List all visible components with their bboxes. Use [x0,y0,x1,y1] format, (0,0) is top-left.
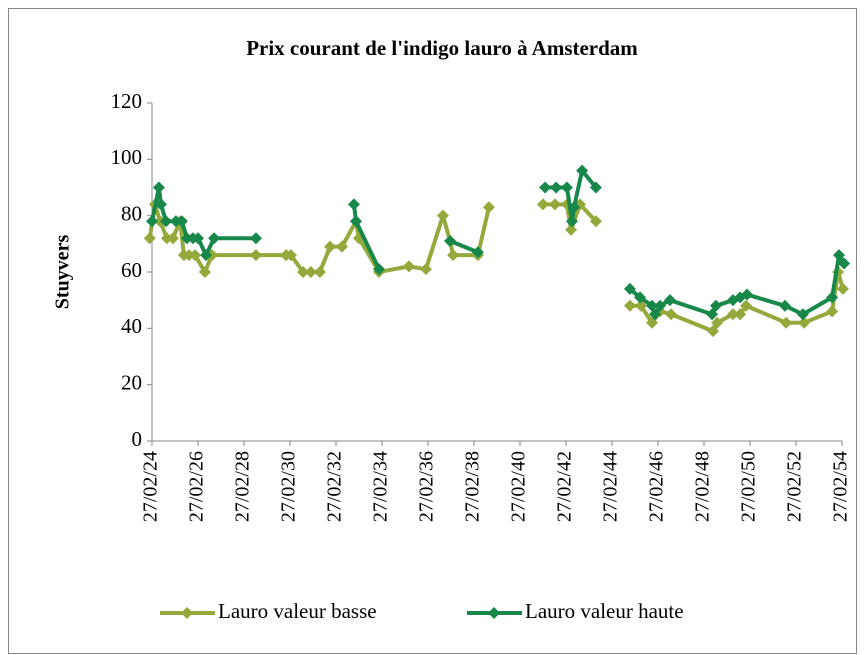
data-point [576,164,589,177]
data-point [560,181,573,194]
data-point [836,282,849,295]
data-point [304,266,317,278]
y-tick-label: 60 [121,258,142,282]
legend-marker [181,607,193,619]
x-tick-label: 27/02/46 [646,451,668,522]
y-axis-label: Stuyvers [52,235,74,310]
legend-label: Lauro valeur haute [525,599,684,623]
data-point [706,325,719,338]
data-point [838,257,851,270]
legend-label: Lauro valeur basse [218,599,377,623]
data-point [741,288,754,301]
y-tick-label: 100 [111,145,143,169]
data-point [208,232,221,245]
data-point [706,308,719,321]
data-point [471,246,484,259]
data-point [734,308,747,321]
data-point [189,249,202,262]
data-point [826,305,839,318]
x-tick-label: 27/02/26 [186,451,208,522]
data-point [623,299,636,312]
data-point [402,260,415,273]
data-point [654,299,667,312]
data-point [711,316,724,329]
data-point [565,215,578,228]
x-tick-label: 27/02/36 [416,451,438,522]
data-point [826,291,839,304]
data-point [192,232,204,245]
x-tick-label: 27/02/30 [278,451,300,522]
data-point [634,299,647,312]
data-point [146,215,158,228]
data-point [249,249,262,262]
x-tick-label: 27/02/42 [554,451,576,522]
data-point [154,198,167,211]
data-point [198,266,211,278]
x-tick-label: 27/02/38 [462,451,484,522]
data-point [550,181,563,194]
x-tick-label: 27/02/28 [232,451,254,522]
chart-title: Prix courant de l'indigo lauro à Amsterd… [246,36,638,60]
y-tick-label: 80 [121,201,142,225]
data-point [665,308,678,321]
x-tick-label: 27/02/52 [784,451,806,522]
data-point [313,266,326,278]
data-point [335,240,348,253]
data-point [778,299,791,312]
data-point [833,249,846,262]
data-point [709,299,722,312]
data-point [589,181,602,194]
data-point [419,263,432,276]
x-tick-label: 27/02/50 [738,451,760,522]
y-tick-label: 120 [111,89,143,113]
data-point [796,308,809,321]
data-point [539,181,552,194]
data-point [249,232,262,245]
x-tick-label: 27/02/40 [508,451,530,522]
data-point [663,294,676,307]
data-point [347,198,360,211]
data-point [152,181,165,194]
data-point [447,249,460,262]
x-tick-label: 27/02/44 [600,451,622,522]
data-point [200,249,213,262]
data-point [143,232,156,245]
data-point [634,291,647,304]
data-point [444,235,457,248]
x-tick-label: 27/02/24 [140,451,162,522]
data-point [175,215,188,228]
x-tick-label: 27/02/48 [692,451,714,522]
data-point [166,232,179,245]
legend-marker [488,607,500,619]
data-point [565,223,578,236]
data-point [798,316,811,329]
data-point [537,198,549,211]
data-point [324,240,337,253]
data-point [350,215,363,228]
data-point [589,215,602,228]
x-tick-label: 27/02/54 [830,451,852,522]
y-tick-label: 0 [132,427,143,451]
data-point [373,263,386,276]
y-tick-label: 40 [121,314,142,338]
data-point [726,308,739,321]
data-point [436,209,449,222]
data-point [482,201,495,214]
x-tick-label: 27/02/34 [370,451,392,522]
data-point [548,198,561,211]
data-point [568,201,581,214]
data-point [649,308,662,321]
data-point [160,215,173,228]
data-point [740,299,753,312]
data-point [623,282,636,295]
data-point [297,266,310,278]
data-point [284,249,297,262]
data-point [780,316,793,329]
y-tick-label: 20 [121,370,142,394]
x-tick-label: 27/02/32 [324,451,346,522]
